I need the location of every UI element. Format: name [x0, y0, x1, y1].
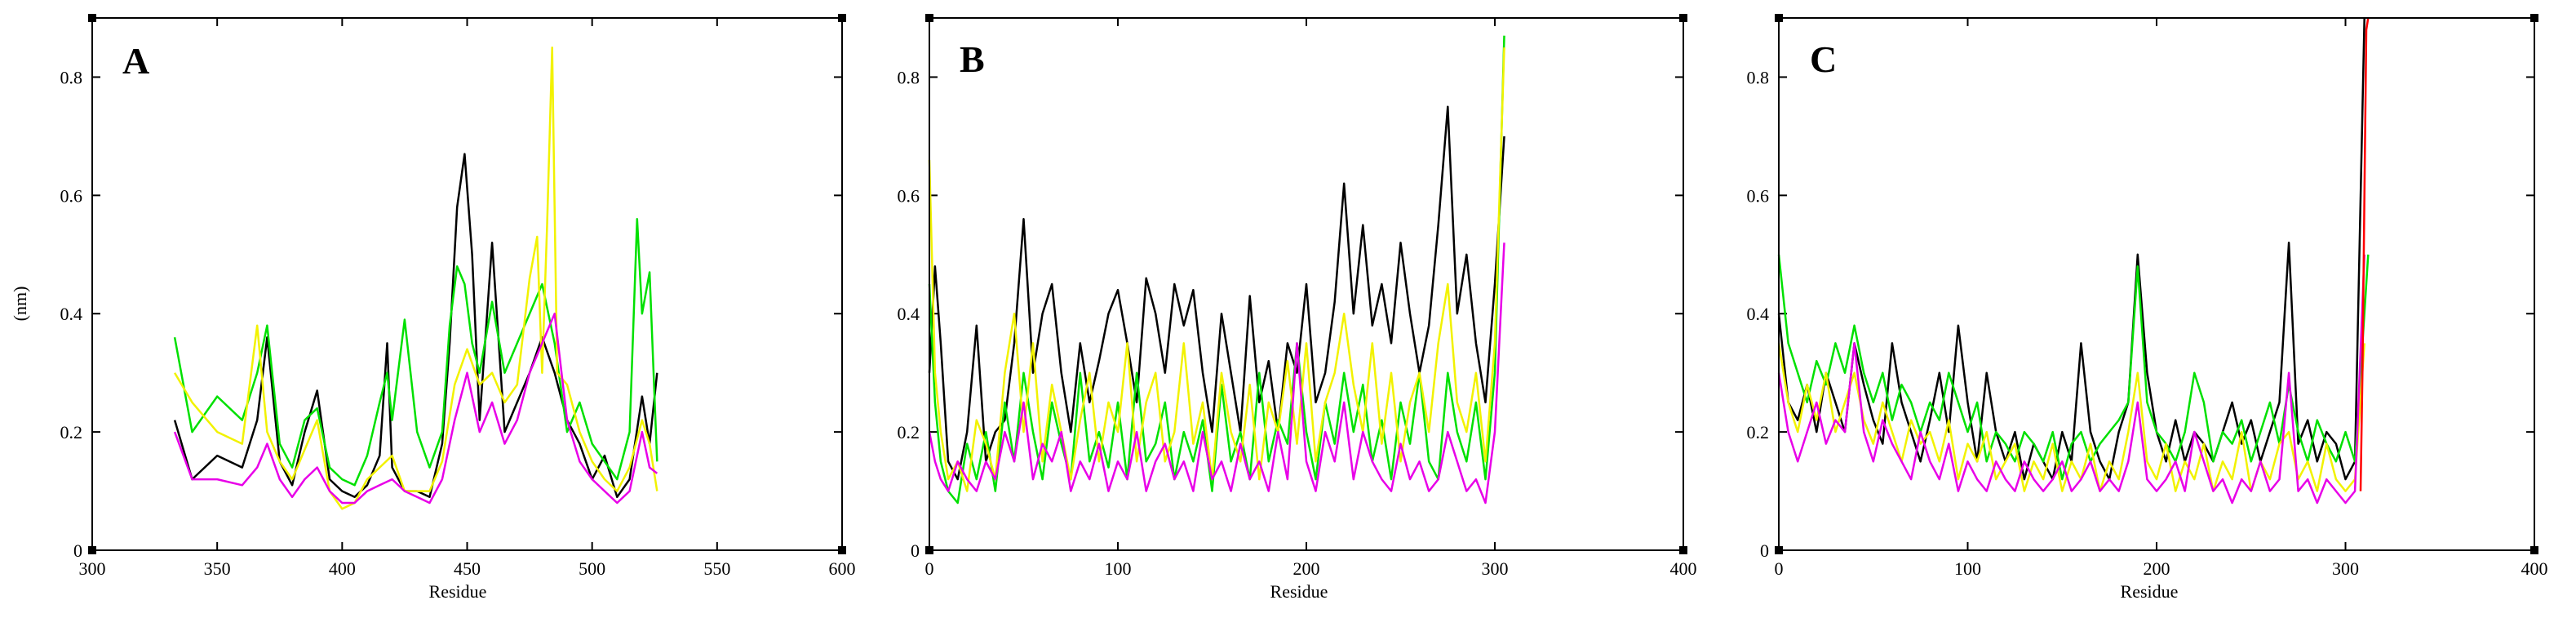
x-tick-label-a: 500	[579, 558, 605, 579]
panel-c: C Residue 0 100 200 300 400 0 0.2 0.4 0.6 0.8	[1747, 14, 2548, 602]
y-tick-label-a: 0.8	[60, 67, 83, 87]
x-tick-label-c: 0	[1775, 558, 1784, 579]
x-tick-label-b: 400	[1670, 558, 1697, 579]
corner-marker-a	[88, 546, 96, 554]
x-tick-label-c: 100	[1954, 558, 1981, 579]
corner-marker-b	[1679, 546, 1687, 554]
x-tick-label-a: 600	[829, 558, 856, 579]
x-tick-label-a: 300	[79, 558, 106, 579]
corner-marker-b	[1679, 14, 1687, 22]
y-tick-label-c: 0	[1760, 540, 1769, 561]
y-tick-label-a: 0.2	[60, 422, 83, 442]
series-group-b	[928, 35, 1505, 505]
series-line-yellow-a	[174, 46, 658, 510]
series-line-black-c	[1777, 17, 2365, 481]
series-line-yellow-c	[1777, 343, 2365, 492]
x-tick-label-c: 300	[2332, 558, 2359, 579]
x-tick-label-a: 550	[703, 558, 730, 579]
plot-frame-a	[91, 17, 843, 551]
x-axis-title-c: Residue	[2121, 581, 2179, 602]
y-tick-label-a: 0.4	[60, 304, 83, 324]
y-tick-label-c: 0.4	[1747, 304, 1770, 324]
panel-label-b: B	[960, 38, 985, 80]
x-tick-label-c: 200	[2144, 558, 2170, 579]
y-tick-label-b: 0.2	[898, 422, 920, 442]
y-tick-label-a: 0	[73, 540, 82, 561]
x-tick-label-b: 0	[925, 558, 934, 579]
x-tick-label-a: 450	[454, 558, 481, 579]
y-tick-label-b: 0.8	[898, 67, 920, 87]
x-axis-title-b: Residue	[1270, 581, 1328, 602]
x-tick-label-a: 350	[204, 558, 231, 579]
x-tick-label-b: 200	[1293, 558, 1320, 579]
x-tick-label-b: 300	[1482, 558, 1509, 579]
y-tick-label-b: 0	[911, 540, 920, 561]
y-tick-label-a: 0.6	[60, 185, 83, 206]
y-axis-title: (nm)	[10, 287, 30, 322]
panel-b: B Residue 0 100 200 300 400 0 0.2 0.4 0.6 0.8	[898, 14, 1697, 602]
corner-marker-a	[88, 14, 96, 22]
series-line-yellow-b	[928, 47, 1505, 492]
series-line-magenta-a	[173, 312, 658, 505]
y-tick-label-c: 0.8	[1747, 67, 1770, 87]
plot-frame-c	[1778, 17, 2535, 551]
panel-a: A Residue 300 350 400 450 500 550 600 0 0.2 0.4 0.…	[60, 14, 856, 602]
series-line-red-c	[2359, 17, 2370, 491]
x-axis-title-a: Residue	[429, 581, 487, 602]
series-line-green-a	[173, 218, 658, 487]
panel-label-c: C	[1810, 38, 1837, 80]
series-group-c	[1777, 17, 2370, 505]
corner-marker-c	[2530, 14, 2538, 22]
tick-group-a: 300 350 400 450 500 550 600 0 0.2 0.4 0.6 0.8	[60, 18, 856, 579]
x-tick-label-a: 400	[329, 558, 356, 579]
y-tick-label-b: 0.6	[898, 185, 920, 206]
series-line-black-a	[173, 153, 658, 499]
tick-group-b: 0 100 200 300 400 0 0.2 0.4 0.6 0.8	[898, 18, 1697, 579]
x-tick-label-c: 400	[2521, 558, 2548, 579]
series-group-a	[173, 46, 658, 510]
corner-marker-b	[925, 14, 933, 22]
corner-marker-a	[838, 14, 846, 22]
x-tick-label-b: 100	[1105, 558, 1132, 579]
series-line-magenta-b	[928, 242, 1505, 505]
tick-group-c: 0 100 200 300 400 0 0.2 0.4 0.6 0.8	[1747, 18, 2548, 579]
corner-marker-c	[1775, 546, 1783, 554]
series-line-green-b	[928, 35, 1505, 505]
y-tick-label-b: 0.4	[898, 304, 920, 324]
corner-marker-b	[925, 546, 933, 554]
series-line-green-c	[1777, 254, 2370, 481]
corner-marker-c	[1775, 14, 1783, 22]
y-tick-label-c: 0.6	[1747, 185, 1770, 206]
corner-marker-a	[838, 546, 846, 554]
y-tick-label-c: 0.2	[1747, 422, 1770, 442]
panel-label-a: A	[122, 40, 149, 82]
series-line-black-b	[928, 105, 1505, 481]
plot-frame-b	[929, 17, 1684, 551]
corner-marker-c	[2530, 546, 2538, 554]
series-line-magenta-c	[1777, 254, 2365, 505]
